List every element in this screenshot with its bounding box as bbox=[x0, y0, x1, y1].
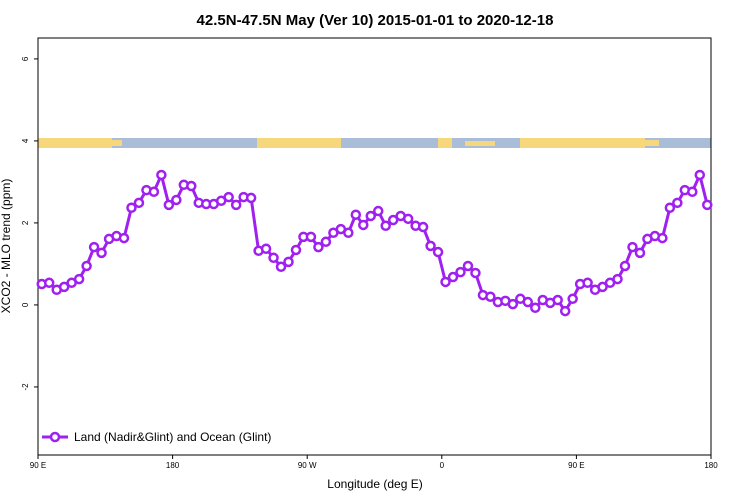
data-point bbox=[275, 261, 287, 273]
data-point bbox=[343, 227, 354, 239]
data-point bbox=[462, 260, 474, 272]
y-tick-label: -2 bbox=[21, 383, 30, 391]
data-point bbox=[380, 220, 391, 232]
land-band bbox=[112, 140, 122, 146]
series-line bbox=[41, 170, 709, 314]
data-point bbox=[58, 281, 70, 293]
data-point bbox=[402, 213, 414, 225]
data-point bbox=[73, 273, 85, 285]
data-point bbox=[88, 241, 100, 253]
data-point bbox=[81, 260, 92, 272]
data-point bbox=[313, 241, 324, 253]
land-band bbox=[465, 141, 495, 146]
land-band bbox=[520, 138, 645, 148]
data-point bbox=[702, 199, 713, 211]
y-tick-label: 0 bbox=[21, 302, 30, 307]
data-point bbox=[305, 231, 317, 243]
data-point bbox=[440, 276, 451, 288]
data-point bbox=[186, 180, 197, 192]
data-point bbox=[133, 197, 145, 209]
y-axis-label: XCO2 - MLO trend (ppm) bbox=[0, 179, 13, 314]
data-point bbox=[148, 186, 160, 198]
data-point bbox=[455, 266, 466, 278]
data-point bbox=[320, 236, 332, 248]
data-point bbox=[687, 186, 698, 198]
data-point bbox=[350, 209, 362, 220]
x-tick-label: 90 W bbox=[298, 461, 317, 470]
land-band bbox=[38, 138, 112, 148]
data-point bbox=[387, 214, 399, 226]
data-point bbox=[171, 194, 182, 206]
data-point bbox=[417, 221, 429, 233]
y-tick-label: 4 bbox=[21, 138, 30, 143]
data-point bbox=[126, 202, 137, 214]
data-point bbox=[156, 169, 167, 181]
data-point bbox=[694, 169, 706, 181]
data-point bbox=[230, 199, 242, 211]
data-point bbox=[559, 305, 571, 317]
data-point bbox=[268, 252, 279, 264]
data-point bbox=[260, 243, 272, 255]
data-point bbox=[612, 273, 623, 285]
x-tick-label: 0 bbox=[440, 461, 445, 470]
data-point bbox=[470, 267, 481, 279]
data-point bbox=[96, 247, 107, 259]
data-point bbox=[118, 232, 130, 244]
y-tick-label: 2 bbox=[21, 220, 30, 225]
data-point bbox=[672, 197, 683, 209]
plot-frame bbox=[37, 37, 712, 456]
data-point bbox=[372, 205, 384, 217]
data-point bbox=[634, 247, 646, 259]
data-point bbox=[365, 210, 377, 222]
data-point bbox=[657, 232, 668, 244]
data-point bbox=[358, 219, 369, 231]
data-point bbox=[664, 202, 676, 214]
data-point bbox=[163, 199, 175, 211]
x-axis-label: Longitude (deg E) bbox=[327, 477, 422, 491]
data-point bbox=[597, 281, 608, 293]
data-point bbox=[432, 246, 444, 258]
data-point bbox=[283, 256, 294, 268]
x-tick-label: 180 bbox=[704, 461, 718, 470]
data-point bbox=[567, 293, 578, 305]
y-tick-label: 6 bbox=[21, 56, 30, 61]
x-tick-label: 90 E bbox=[568, 461, 584, 470]
data-point bbox=[582, 277, 593, 289]
x-tick-label: 90 E bbox=[30, 461, 46, 470]
land-ocean-strip bbox=[38, 138, 711, 148]
data-point bbox=[522, 296, 534, 308]
legend-marker bbox=[49, 431, 61, 443]
data-point bbox=[223, 191, 234, 203]
x-tick-label: 180 bbox=[166, 461, 180, 470]
data-point bbox=[530, 302, 541, 314]
data-point bbox=[627, 241, 638, 253]
data-point bbox=[507, 298, 519, 310]
ocean-band bbox=[38, 138, 711, 148]
data-point bbox=[619, 260, 631, 272]
data-point bbox=[43, 277, 55, 289]
data-point bbox=[552, 294, 563, 306]
land-band bbox=[438, 138, 452, 148]
data-point bbox=[290, 244, 302, 256]
chart-title: 42.5N-47.5N May (Ver 10) 2015-01-01 to 2… bbox=[197, 12, 554, 29]
data-point bbox=[245, 192, 257, 204]
land-band bbox=[645, 140, 659, 146]
data-point bbox=[425, 240, 436, 252]
data-point bbox=[485, 291, 496, 302]
land-band bbox=[257, 138, 341, 148]
data-point bbox=[447, 271, 459, 283]
legend-label: Land (Nadir&Glint) and Ocean (Glint) bbox=[74, 430, 271, 444]
